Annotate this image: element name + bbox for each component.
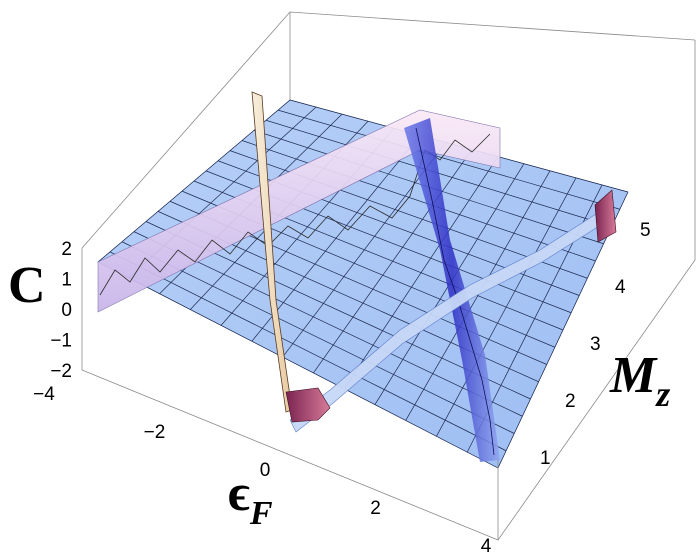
grid-line — [277, 109, 620, 210]
x-axis-label-sub: F — [249, 495, 273, 532]
surface-ridge — [97, 109, 501, 313]
edge-feature-front — [285, 387, 331, 423]
y-tick-label: 3 — [590, 334, 601, 355]
z-tick-label: 0 — [61, 300, 72, 321]
edge-feature-right — [594, 189, 617, 243]
z-tick-label: −1 — [50, 331, 72, 352]
grid-line — [343, 156, 499, 389]
x-tick-label: 4 — [481, 536, 492, 556]
grid-line — [313, 149, 473, 374]
z-tick-label: 1 — [61, 270, 72, 291]
z-tick-label: −2 — [50, 361, 72, 382]
grid-line — [121, 241, 515, 434]
grid-line — [241, 140, 596, 262]
valley-contour — [415, 127, 495, 456]
y-axis-label-sub: z — [654, 374, 670, 414]
grid-line — [109, 251, 507, 452]
y-axis-label: Mz — [609, 347, 670, 414]
grid-line — [97, 261, 499, 469]
y-tick-label: 1 — [540, 448, 551, 469]
grid-line — [251, 135, 421, 342]
x-tick-label: −2 — [144, 422, 166, 443]
z-tick-label: 2 — [61, 239, 72, 260]
z-axis-ticks: 2 1 0 −1 −2 — [50, 239, 72, 382]
y-axis-ticks: 1 2 3 4 5 — [540, 220, 651, 469]
x-tick-label: −4 — [33, 384, 55, 405]
y-tick-label: 4 — [615, 277, 626, 298]
x-axis-label: ϵF — [228, 465, 273, 532]
surface-valley — [404, 118, 500, 462]
grid-line — [405, 170, 551, 421]
y-tick-label: 2 — [565, 391, 576, 412]
grid-line — [133, 231, 523, 417]
x-tick-label: 0 — [260, 460, 271, 481]
z-axis-label: C — [8, 257, 46, 314]
bounding-box-front — [81, 40, 696, 541]
y-tick-label: 5 — [640, 220, 651, 241]
x-axis-ticks: −4 −2 0 2 4 — [33, 384, 492, 556]
grid-line — [436, 177, 577, 437]
x-tick-label: 2 — [370, 498, 381, 519]
grid-line — [282, 142, 447, 358]
grid-line — [497, 191, 629, 469]
